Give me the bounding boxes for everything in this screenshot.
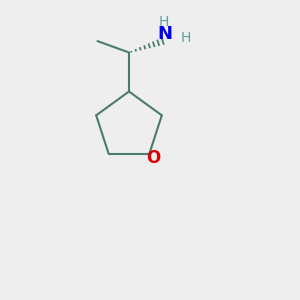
- Text: N: N: [158, 25, 172, 43]
- Text: H: H: [158, 15, 169, 29]
- Text: O: O: [146, 148, 160, 166]
- Text: H: H: [180, 31, 190, 44]
